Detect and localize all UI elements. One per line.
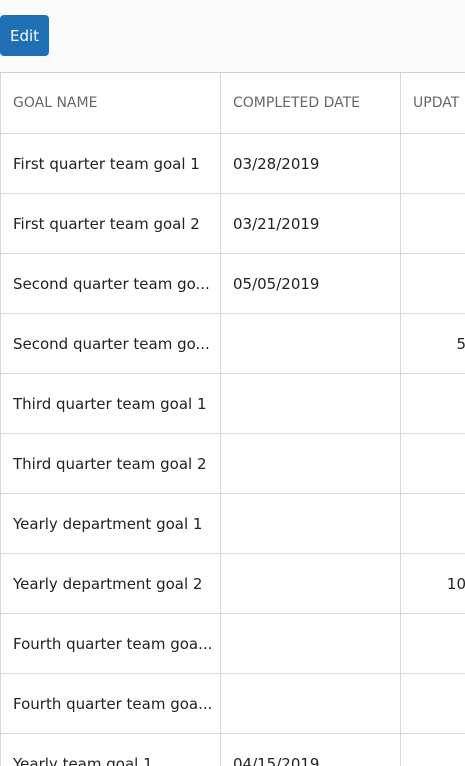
completed-date-cell: 04/15/2019 (220, 734, 401, 766)
goal-name-cell: First quarter team goal 1 (0, 134, 221, 194)
completed-date-cell: 03/28/2019 (220, 134, 401, 194)
completed-date-cell (220, 314, 401, 374)
updated-cell (400, 734, 465, 766)
goal-name-cell: Yearly department goal 1 (0, 494, 221, 554)
goals-table: GOAL NAME COMPLETED DATE UPDAT First quarte… (0, 72, 465, 766)
goal-name-cell: First quarter team goal 2 (0, 194, 221, 254)
goal-name-cell: Yearly team goal 1 (0, 734, 221, 766)
completed-date-cell (220, 554, 401, 614)
completed-date-cell (220, 434, 401, 494)
toolbar: Edit (0, 0, 465, 72)
updated-cell (400, 254, 465, 314)
column-header: COMPLETED DATE (220, 73, 401, 134)
goal-name-cell: Third quarter team goal 2 (0, 434, 221, 494)
column-header: GOAL NAME (0, 73, 221, 134)
column-header: UPDAT (400, 73, 465, 134)
updated-cell (400, 134, 465, 194)
completed-date-cell: 05/05/2019 (220, 254, 401, 314)
completed-date-cell (220, 494, 401, 554)
updated-cell (400, 434, 465, 494)
updated-cell (400, 194, 465, 254)
goal-name-cell: Fourth quarter team goa... (0, 614, 221, 674)
goal-name-cell: Second quarter team go... (0, 254, 221, 314)
goal-name-cell: Fourth quarter team goa... (0, 674, 221, 734)
goal-name-cell: Second quarter team go... (0, 314, 221, 374)
updated-cell: 10 (400, 554, 465, 614)
updated-cell (400, 494, 465, 554)
updated-cell (400, 374, 465, 434)
edit-button[interactable]: Edit (0, 15, 49, 56)
updated-cell: 5 (400, 314, 465, 374)
updated-cell (400, 614, 465, 674)
completed-date-cell (220, 674, 401, 734)
completed-date-cell: 03/21/2019 (220, 194, 401, 254)
completed-date-cell (220, 374, 401, 434)
goal-name-cell: Yearly department goal 2 (0, 554, 221, 614)
updated-cell (400, 674, 465, 734)
goal-name-cell: Third quarter team goal 1 (0, 374, 221, 434)
completed-date-cell (220, 614, 401, 674)
